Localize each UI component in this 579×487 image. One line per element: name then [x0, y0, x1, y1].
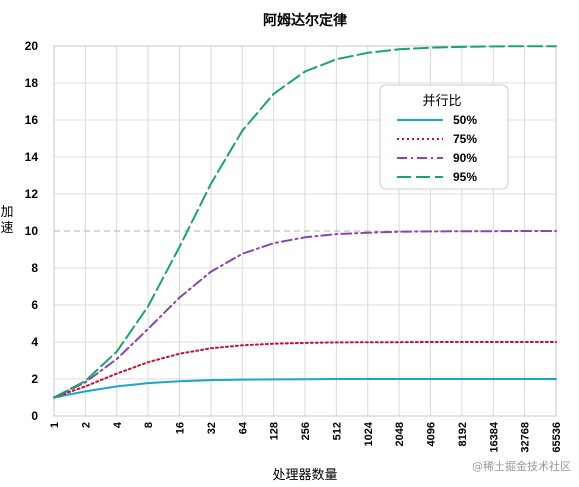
legend-label-90pct: 90% [453, 151, 477, 165]
chart-title: 阿姆达尔定律 [263, 12, 347, 29]
y-tick-label: 14 [25, 150, 39, 164]
y-tick-label: 10 [25, 224, 39, 238]
y-tick-label: 18 [25, 76, 39, 90]
legend-label-50pct: 50% [453, 113, 477, 127]
x-tick-label: 32768 [520, 422, 532, 453]
y-tick-labels: 0 2 4 6 8 10 12 14 16 18 20 [25, 39, 39, 423]
x-tick-label: 65536 [551, 422, 563, 453]
x-tick-label: 16384 [488, 421, 500, 452]
x-tick-label: 1024 [363, 421, 375, 446]
x-tick-label: 2 [80, 422, 92, 428]
y-tick-label: 6 [31, 298, 38, 312]
legend-title: 并行比 [422, 94, 461, 109]
x-tick-labels: 1 2 4 8 16 32 64 128 256 512 1024 2048 4096 8192 16384… [49, 421, 563, 452]
legend-label-75pct: 75% [453, 132, 477, 146]
y-tick-label: 2 [31, 372, 38, 386]
y-tick-label: 20 [25, 39, 39, 53]
y-tick-label: 8 [31, 261, 38, 275]
x-tick-label: 2048 [394, 422, 406, 446]
x-tick-label: 512 [331, 422, 343, 440]
x-tick-label: 16 [175, 422, 187, 434]
watermark: @稀土掘金技术社区 [472, 459, 571, 473]
y-tick-label: 4 [31, 335, 38, 349]
legend: 并行比 50% 75% 90% 95% [380, 85, 508, 189]
x-tick-label: 256 [300, 422, 312, 440]
y-axis-label-char-1: 加 [0, 205, 13, 220]
y-tick-label: 16 [25, 113, 39, 127]
x-tick-label: 4096 [426, 422, 438, 446]
y-tick-label: 0 [31, 409, 38, 423]
x-axis-label: 处理器数量 [272, 468, 337, 483]
y-axis-label-char-2: 速 [0, 221, 13, 236]
x-tick-label: 128 [269, 422, 281, 440]
x-tick-label: 4 [112, 421, 124, 428]
y-tick-label: 12 [25, 187, 39, 201]
x-tick-label: 1 [49, 422, 61, 428]
x-tick-label: 32 [206, 422, 218, 434]
legend-label-95pct: 95% [453, 170, 477, 184]
x-tick-label: 8 [143, 422, 155, 428]
x-tick-label: 64 [237, 421, 249, 434]
y-axis-label: 加 速 [0, 205, 13, 236]
x-tick-label: 8192 [457, 422, 469, 446]
